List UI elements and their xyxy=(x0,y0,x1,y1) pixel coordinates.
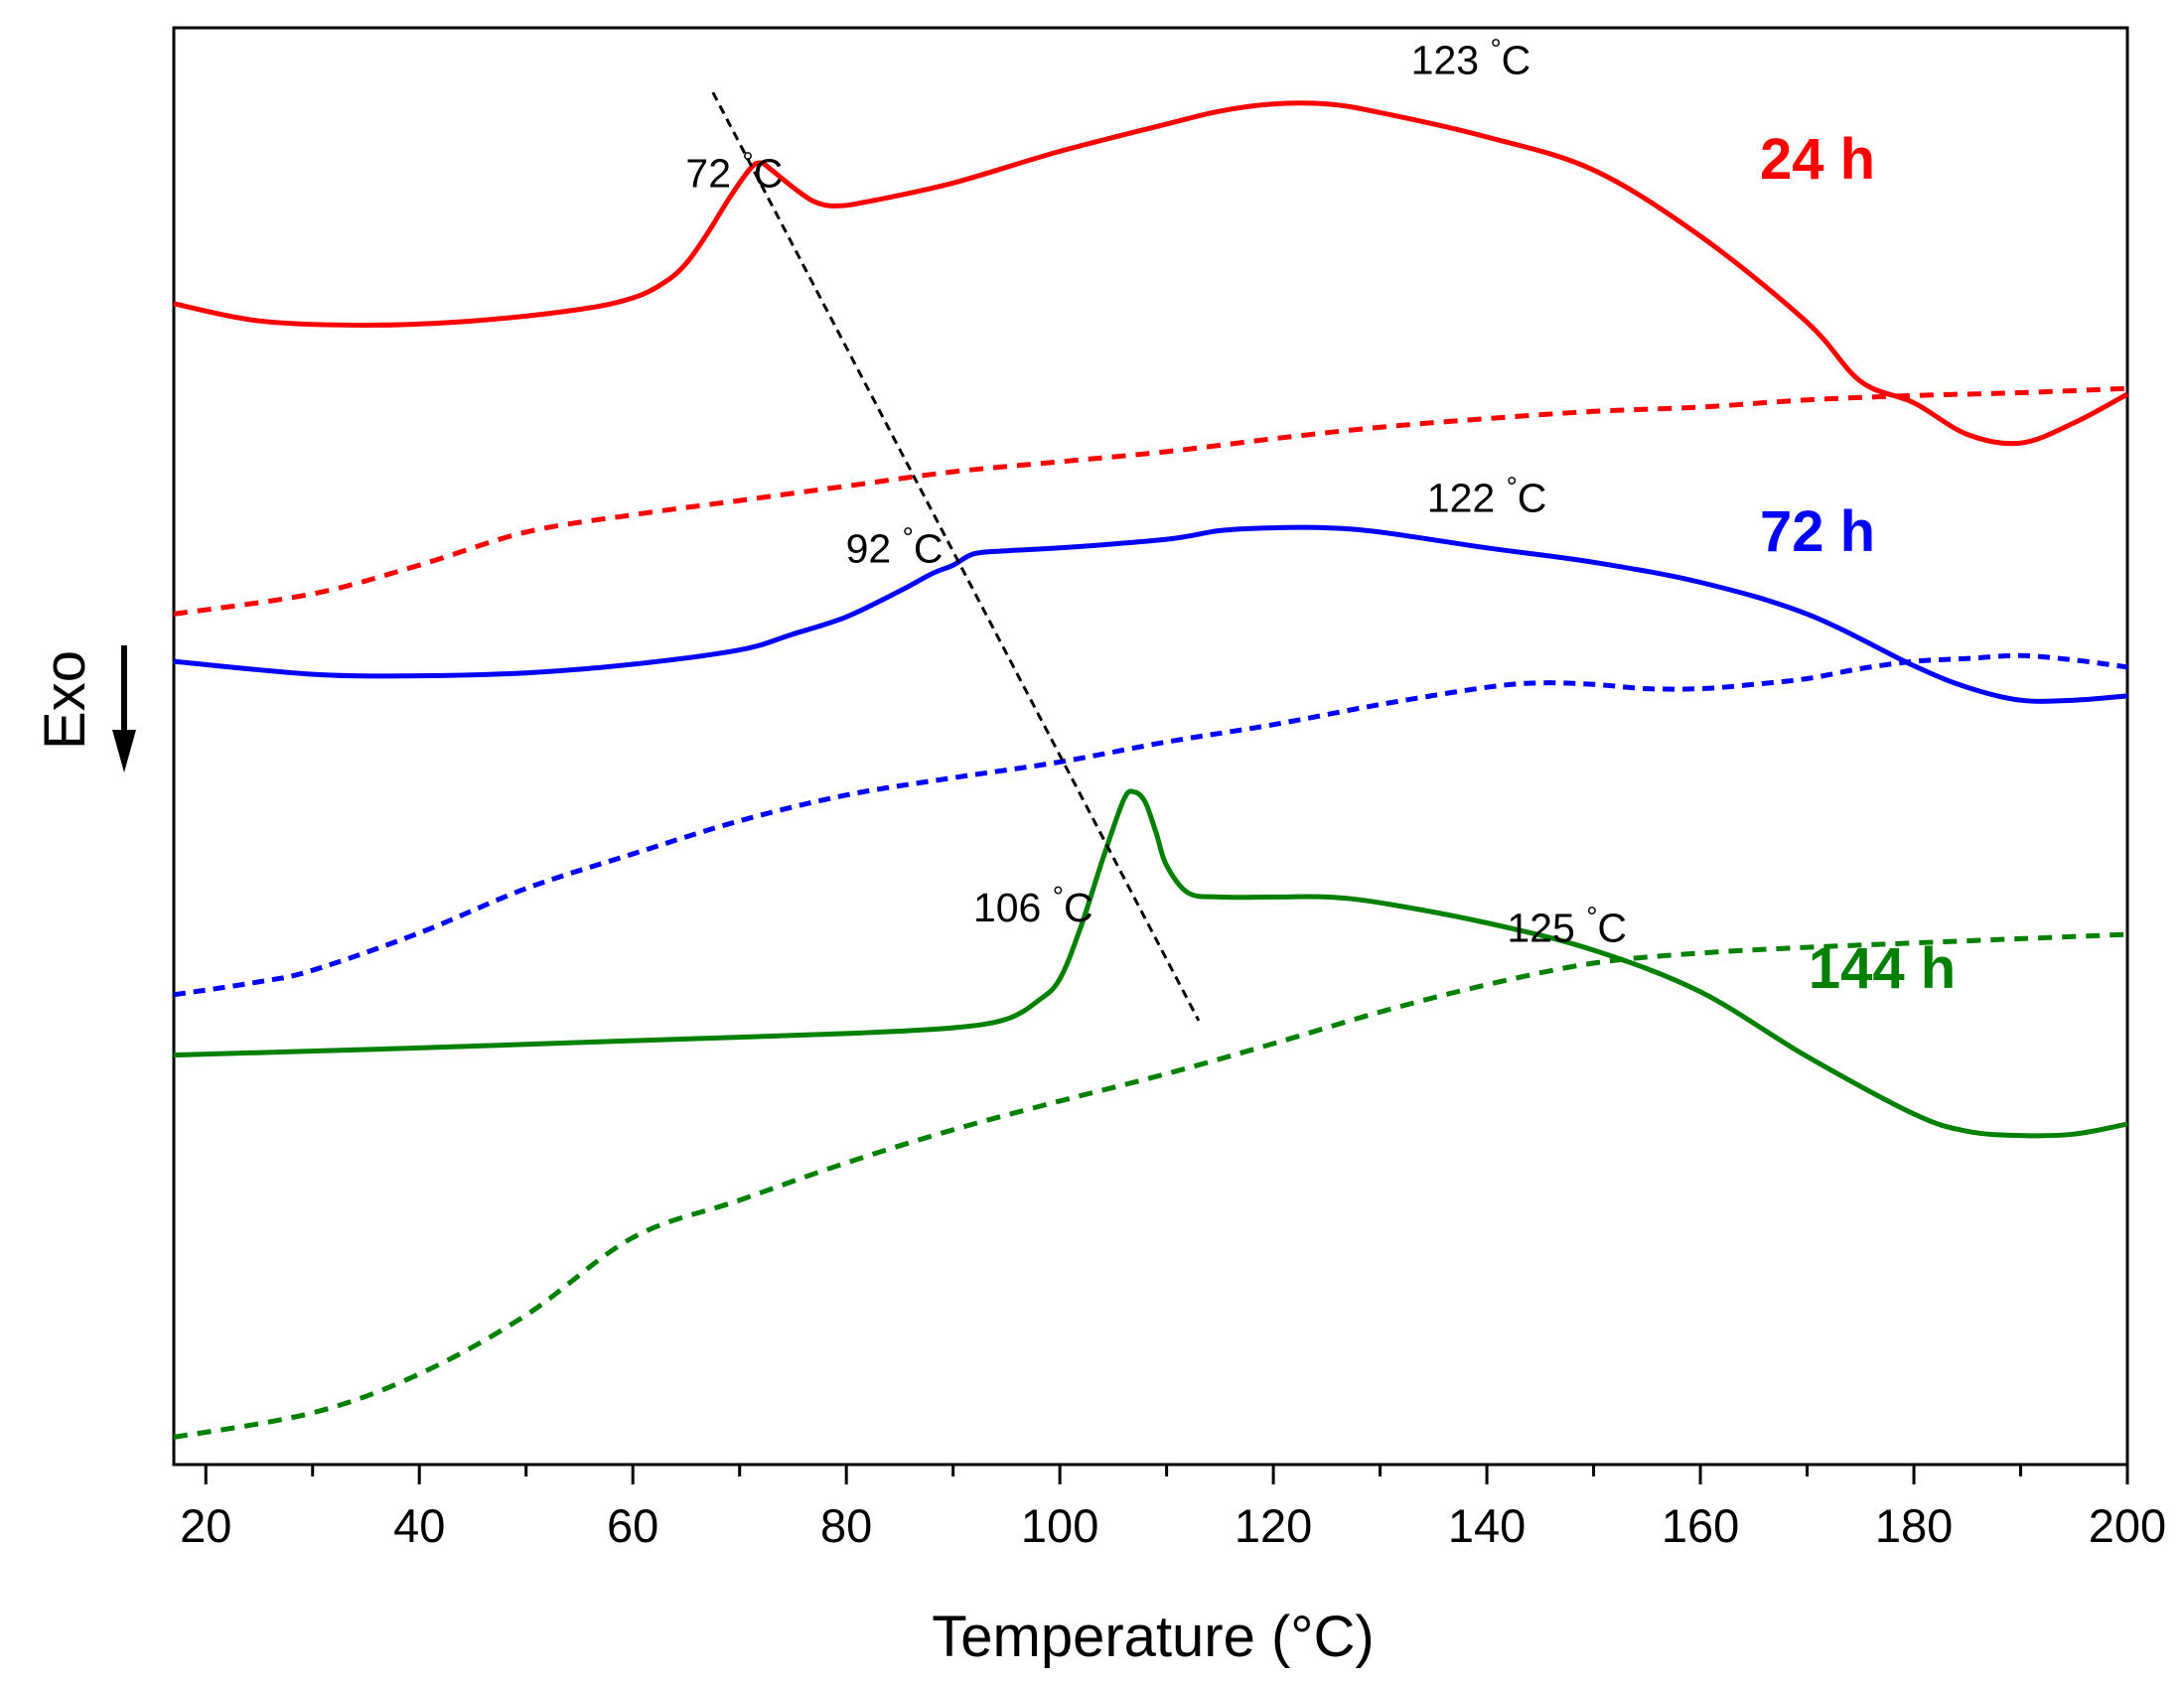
series-layer xyxy=(173,91,2129,1440)
x-tick-label: 200 xyxy=(2089,1499,2166,1552)
y-axis-title: Exo xyxy=(33,650,97,750)
series-label: 144 h xyxy=(1809,936,1956,1001)
x-tick-label: 180 xyxy=(1875,1499,1953,1552)
x-tick-label: 80 xyxy=(820,1499,872,1552)
exo-arrow-icon xyxy=(112,645,136,772)
series-line-144-h-reference xyxy=(173,931,2128,1440)
series-line-72-h-reference xyxy=(173,652,2128,998)
x-tick-label: 120 xyxy=(1235,1499,1312,1552)
x-tick-label: 40 xyxy=(393,1499,445,1552)
plot-frame xyxy=(172,26,2129,1467)
series-label: 72 h xyxy=(1760,499,1875,564)
series-line-144-h xyxy=(173,788,2128,1139)
peak-annotation: 106 °C xyxy=(973,881,1093,930)
x-tick-label: 100 xyxy=(1021,1499,1098,1552)
annotations: 72 °C 123 °C 92 °C 122 °C 106 °C 125 °C 24 h 72… xyxy=(685,33,1956,1001)
x-tick-label: 60 xyxy=(607,1499,658,1552)
trend-guide-line xyxy=(711,91,1201,1022)
x-tick-label: 140 xyxy=(1448,1499,1526,1552)
series-label: 24 h xyxy=(1760,127,1875,192)
plot-border xyxy=(172,26,2129,1467)
series-line-72-h xyxy=(173,524,2128,704)
x-tick-label: 20 xyxy=(180,1499,231,1552)
peak-annotation: 72 °C xyxy=(685,147,783,197)
x-axis-title: Temperature (°C) xyxy=(932,1605,1374,1669)
peak-annotation: 92 °C xyxy=(846,521,944,571)
x-tick-label: 160 xyxy=(1662,1499,1739,1552)
peak-annotation: 125 °C xyxy=(1507,901,1627,950)
peak-annotation: 122 °C xyxy=(1427,472,1547,521)
series-line-24-h-reference xyxy=(173,385,2128,617)
x-ticks: 20 40 60 80 100 120 140 160 180 200 xyxy=(180,1465,2166,1552)
peak-annotation: 123 °C xyxy=(1411,33,1531,82)
series-line-24-h xyxy=(173,100,2129,447)
